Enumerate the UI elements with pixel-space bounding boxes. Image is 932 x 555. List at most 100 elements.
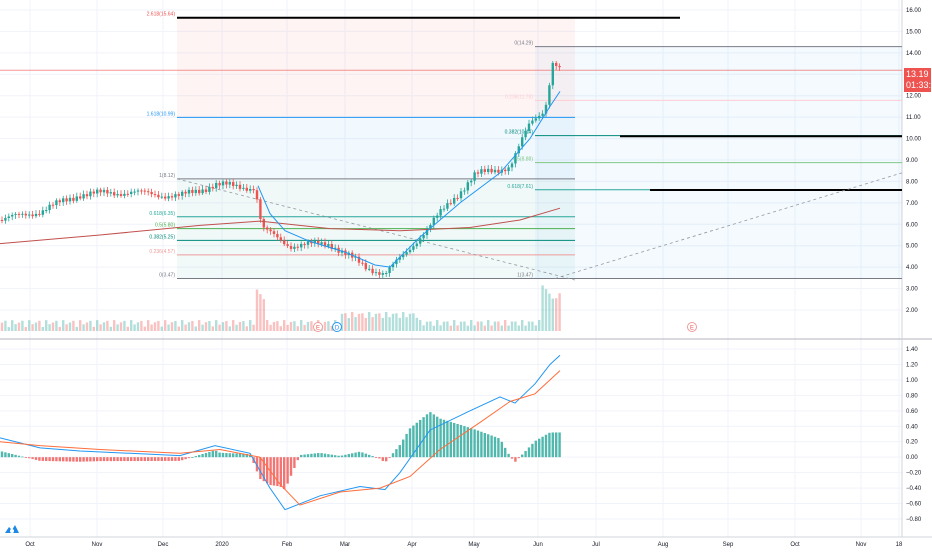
volume-bar [153,322,157,331]
volume-bar [218,324,221,331]
volume-bar [541,285,544,331]
macd-histogram [0,412,561,490]
histogram-bar [405,433,408,458]
histogram-bar [24,457,27,458]
volume-bar [351,312,354,331]
volume-bar [422,325,425,331]
histogram-bar [55,457,58,462]
volume-bar [21,320,24,331]
histogram-bar [286,457,289,484]
price-axis-tick: 11.00 [906,115,921,121]
candle-body [415,243,418,247]
candle-body [72,197,75,201]
histogram-bar [242,453,245,458]
last-price-label: 13.19 [906,69,929,79]
volume-bar [283,320,286,331]
candle-body [266,227,269,230]
volume-bar [242,321,245,331]
candle-body [208,186,211,192]
time-axis-tick: May [468,542,479,548]
event-marker-label: E [316,326,320,332]
candle-body [317,240,320,245]
volume-bar [466,325,469,331]
volume-bar [255,289,259,331]
histogram-bar [527,447,531,458]
volume-bar [303,324,306,331]
price-axis-tick: 12.00 [906,94,922,100]
candle-body [381,273,384,275]
fib-level-label: 0.236(4.57) [149,249,175,255]
volume-bar [558,293,561,331]
time-axis-tick: Apr [407,542,416,548]
histogram-bar [157,457,160,461]
time-axis-tick: Feb [282,542,293,548]
volume-bar [487,320,490,331]
candle-body [150,191,153,195]
tradingview-logo-icon[interactable] [4,523,20,535]
candle-body [147,191,150,193]
volume-bar [408,313,412,331]
volume-bar [79,320,82,331]
volume-bar [480,321,483,331]
histogram-bar [164,457,167,461]
candle-body [85,194,89,197]
histogram-bar [320,453,323,458]
histogram-bar [123,457,126,462]
candle-body [102,189,106,193]
candle-body [218,182,221,186]
histogram-bar [296,457,299,461]
volume-bar [453,320,456,331]
volume-bar [187,322,191,331]
histogram-bar [415,422,418,458]
volume-bar [28,320,31,331]
candle-body [463,190,466,192]
histogram-bar [548,432,551,458]
histogram-bar [408,428,412,458]
histogram-bar [439,418,442,458]
histogram-bar [340,455,344,458]
candle-body [62,198,65,203]
fib-level-label: 0.5(5.80) [155,223,175,229]
candle-body [487,168,490,172]
candle-body [531,120,534,124]
volume-bar [442,321,446,331]
volume-bar [7,327,10,331]
histogram-bar [215,450,218,458]
macd-axis-tick: 1.40 [906,347,918,353]
volume-bar [289,321,293,331]
macd-axis-tick: 0.00 [906,455,918,461]
histogram-bar [504,447,507,458]
candle-body [55,200,58,206]
histogram-bar [412,425,415,458]
histogram-bar [323,453,327,458]
volume-bar [504,320,507,331]
time-axis-tick: Oct [25,542,35,548]
histogram-bar [470,428,473,458]
candle-body [235,184,238,187]
candle-body [385,272,388,274]
volume-bar [385,312,388,331]
candle-body [82,194,85,199]
histogram-bar [303,454,306,458]
candle-body [514,153,517,164]
candle-body [255,190,259,200]
histogram-bar [330,454,333,458]
volume-bar [232,320,235,331]
volume-bar [449,325,452,331]
volume-bar [269,324,272,331]
volume-bar [415,317,418,331]
histogram-bar [473,429,476,458]
candle-body [96,189,99,194]
price-axis-tick: 8.00 [906,179,918,185]
histogram-bar [38,457,41,461]
histogram-bar [337,455,340,458]
histogram-bar [58,457,61,462]
histogram-bar [466,427,469,458]
histogram-bar [344,454,347,458]
volume-bar [45,320,48,331]
candle-body [398,257,401,260]
volume-bar [34,322,38,331]
volume-bar [136,322,140,331]
